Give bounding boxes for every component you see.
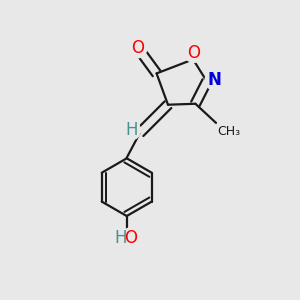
Circle shape: [205, 71, 224, 90]
Text: H: H: [125, 121, 137, 139]
Text: O: O: [124, 229, 137, 247]
Text: H: H: [114, 229, 127, 247]
Text: O: O: [187, 44, 200, 62]
Text: O: O: [131, 39, 144, 57]
Circle shape: [128, 39, 147, 58]
Text: N: N: [208, 71, 221, 89]
Circle shape: [121, 228, 140, 247]
Circle shape: [122, 121, 141, 140]
Circle shape: [184, 44, 203, 62]
Circle shape: [111, 228, 130, 247]
Text: CH₃: CH₃: [218, 125, 241, 138]
